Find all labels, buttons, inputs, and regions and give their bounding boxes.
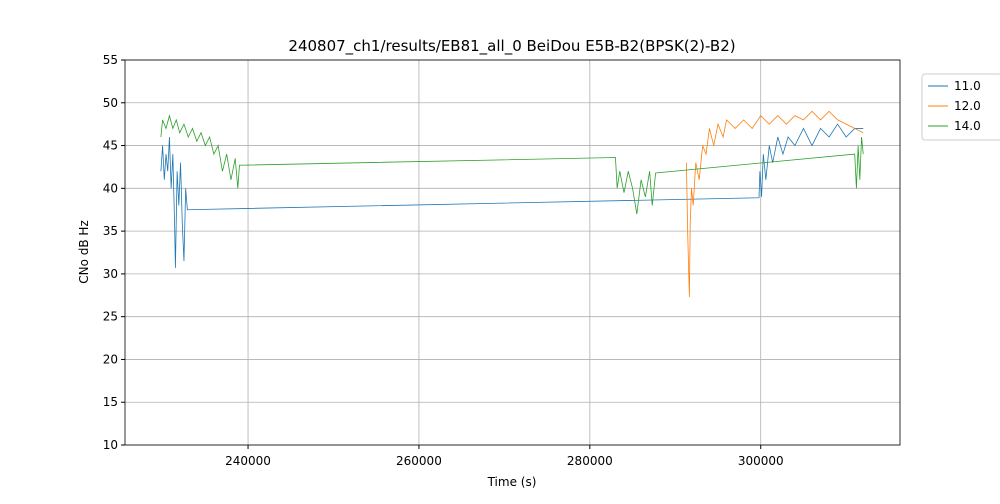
y-tick-label: 25 bbox=[103, 310, 118, 324]
legend-label: 11.0 bbox=[954, 79, 981, 93]
y-tick-label: 55 bbox=[103, 53, 118, 67]
x-tick-label: 260000 bbox=[396, 454, 442, 468]
x-tick-label: 280000 bbox=[567, 454, 613, 468]
legend-label: 12.0 bbox=[954, 99, 981, 113]
y-tick-label: 35 bbox=[103, 224, 118, 238]
y-tick-label: 40 bbox=[103, 181, 118, 195]
series-line bbox=[685, 110, 864, 297]
x-tick-label: 240000 bbox=[225, 454, 271, 468]
y-tick-label: 45 bbox=[103, 139, 118, 153]
x-tick-label: 300000 bbox=[738, 454, 784, 468]
y-axis-label: CNo dB Hz bbox=[77, 220, 91, 284]
y-tick-label: 20 bbox=[103, 352, 118, 366]
legend-label: 14.0 bbox=[954, 119, 981, 133]
y-tick-label: 30 bbox=[103, 267, 118, 281]
y-tick-label: 15 bbox=[103, 395, 118, 409]
x-axis-label: Time (s) bbox=[487, 475, 537, 489]
y-tick-label: 50 bbox=[103, 96, 118, 110]
series-line bbox=[160, 114, 864, 215]
chart-title: 240807_ch1/results/EB81_all_0 BeiDou E5B… bbox=[288, 37, 735, 56]
series-line bbox=[160, 123, 864, 268]
plot-frame bbox=[124, 59, 901, 446]
y-tick-label: 10 bbox=[103, 438, 118, 452]
legend-box bbox=[921, 73, 1000, 141]
